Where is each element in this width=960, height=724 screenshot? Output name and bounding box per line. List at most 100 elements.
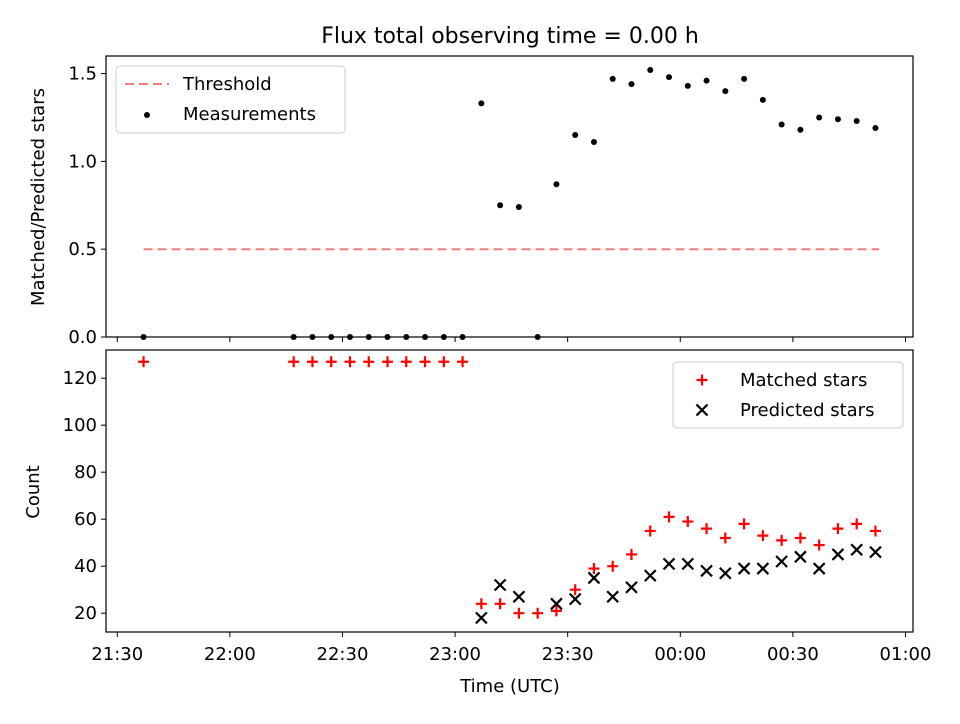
predicted-star-point (625, 581, 638, 594)
bottom-x-tick-label: 21:30 (91, 644, 143, 665)
predicted-star-point (662, 557, 676, 571)
measurement-point (609, 75, 616, 82)
predicted-star-point (568, 592, 582, 606)
matched-star-point (438, 356, 450, 368)
predicted-star-point (812, 562, 826, 575)
bottom-x-tick-label: 00:30 (767, 644, 819, 665)
top-plot-area: 0.0 0.5 1.0 1.5 Threshold Measurements (68, 55, 914, 348)
measurement-point (778, 121, 785, 128)
top-y-axis-label: Matched/Predicted stars (28, 88, 49, 306)
measurement-point (741, 75, 748, 82)
matched-star-point (607, 560, 619, 572)
predicted-star-point (869, 545, 882, 559)
legend-predicted-label: Predicted stars (740, 400, 874, 421)
bottom-x-tick-label: 23:00 (429, 644, 481, 665)
measurement-point (816, 114, 823, 121)
bottom-legend: Matched stars Predicted stars (672, 361, 904, 429)
measurement-point (497, 202, 504, 209)
matched-star-point (363, 356, 375, 368)
predicted-star-point (643, 569, 657, 582)
matched-star-point (757, 530, 769, 542)
matched-star-point (344, 356, 356, 368)
predicted-star-point (606, 590, 619, 604)
matched-star-point (550, 605, 562, 617)
predicted-star-point (756, 562, 770, 575)
measurement-point (647, 67, 654, 74)
matched-star-point (663, 511, 675, 523)
matched-star-point (776, 534, 788, 546)
bottom-legend-box (672, 361, 904, 429)
top-y-tick-label: 0.0 (68, 327, 97, 348)
measurement-point (515, 204, 522, 211)
matched-star-point (832, 523, 844, 535)
predicted-star-point (587, 571, 601, 585)
matched-star-point (400, 356, 412, 368)
matched-star-point (794, 532, 806, 544)
matched-star-point (325, 356, 337, 368)
matched-star-point (869, 525, 881, 537)
predicted-star-point (550, 597, 563, 611)
measurement-point (797, 126, 804, 133)
bottom-plot-area: 20 40 60 80 100 120 21:30 22:00 22:30 23:00 23:30 0… (63, 349, 932, 665)
matched-star-point (682, 516, 694, 528)
matched-star-point (569, 584, 581, 596)
bottom-x-tick-label: 22:00 (204, 644, 256, 665)
bottom-y-tick-label: 120 (63, 368, 97, 389)
matched-star-point (138, 356, 150, 368)
matched-star-point (494, 598, 506, 610)
measurement-point (759, 96, 766, 103)
measurement-point (572, 132, 579, 139)
legend-predicted-swatch (695, 403, 709, 417)
top-y-tick-label: 1.0 (68, 151, 97, 172)
bottom-y-axis-label: Count (23, 465, 44, 518)
top-legend: Threshold Measurements (115, 65, 346, 134)
predicted-star-point (700, 564, 713, 578)
matched-star-point (625, 548, 637, 560)
top-chart-title: Flux total observing time = 0.00 h (321, 24, 699, 49)
bottom-y-tick-label: 80 (74, 462, 97, 483)
bottom-x-tick-label: 00:00 (654, 644, 706, 665)
measurement-point (853, 117, 860, 124)
legend-measurements-swatch (144, 112, 150, 118)
legend-matched-label: Matched stars (740, 370, 867, 391)
predicted-star-point (493, 578, 507, 592)
legend-measurements-label: Measurements (183, 104, 316, 125)
predicted-star-point (794, 550, 807, 564)
matched-star-point (419, 356, 431, 368)
legend-threshold-label: Threshold (182, 74, 272, 95)
measurement-point (834, 116, 841, 123)
top-axes-frame (105, 55, 914, 338)
matched-star-point (813, 539, 825, 551)
matched-star-point (644, 525, 656, 537)
matched-star-point (513, 607, 525, 619)
bottom-x-tick-label: 23:30 (542, 644, 594, 665)
measurement-point (666, 74, 673, 81)
matched-star-point (701, 523, 713, 535)
bottom-y-tick-label: 40 (74, 556, 97, 577)
predicted-star-point (850, 543, 863, 557)
measurement-point (553, 181, 560, 188)
predicted-star-point (681, 557, 695, 571)
matched-star-point (382, 356, 394, 368)
predicted-star-point (831, 548, 845, 561)
legend-matched-swatch (696, 374, 708, 386)
measurement-point (872, 125, 879, 132)
predicted-star-point (475, 611, 488, 625)
predicted-star-point (512, 590, 526, 604)
matched-star-point (306, 356, 318, 368)
matched-star-point (532, 607, 544, 619)
measurement-point (684, 82, 691, 89)
measurement-point (478, 100, 485, 107)
top-legend-box (115, 65, 346, 134)
bottom-x-tick-label: 01:00 (880, 644, 932, 665)
matched-star-point (588, 563, 600, 575)
matched-star-point (457, 356, 469, 368)
bottom-y-tick-label: 20 (74, 603, 97, 624)
measurement-point (628, 81, 635, 88)
top-y-tick-label: 0.5 (68, 239, 97, 260)
bottom-y-tick-label: 60 (74, 509, 97, 530)
bottom-x-tick-label: 22:30 (317, 644, 369, 665)
top-y-tick-label: 1.5 (68, 64, 97, 85)
predicted-star-point (775, 555, 788, 568)
